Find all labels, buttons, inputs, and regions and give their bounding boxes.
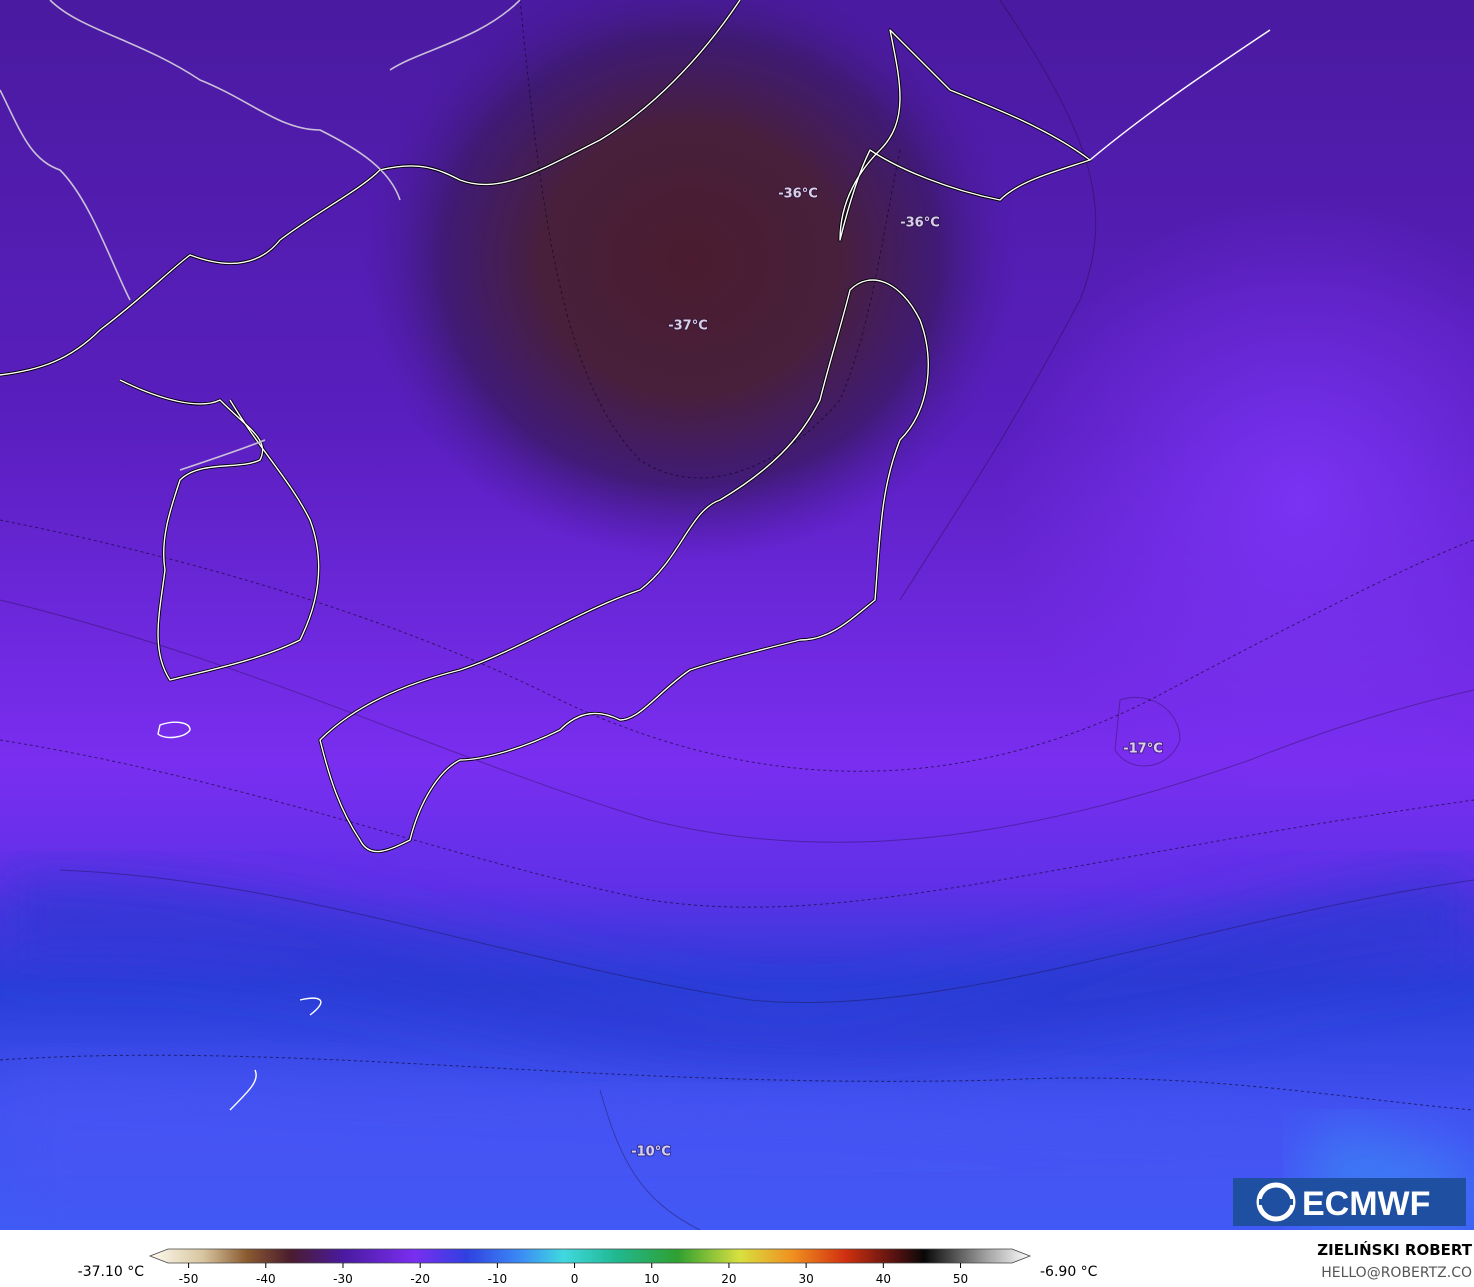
map: -36°C -36°C -37°C -17°C -10°C ECMWF: [0, 0, 1474, 1231]
colorbar-tick-label: 50: [953, 1272, 968, 1286]
borders: [0, 0, 521, 471]
isotherm: [0, 599, 1474, 843]
isotherm: [899, 0, 1097, 601]
min-label: -37.10 °C: [78, 1264, 145, 1280]
coastline: [119, 379, 320, 681]
border: [389, 0, 521, 71]
logo: ECMWF: [1233, 1178, 1466, 1226]
isotherm: [519, 0, 901, 479]
isotherm: [0, 519, 1474, 772]
isotherm: [59, 869, 1474, 1004]
colorbar-tick-label: 10: [644, 1272, 659, 1286]
hokkaido-coast: [839, 29, 1091, 241]
border: [179, 439, 266, 471]
contour-label: -36°C: [778, 187, 818, 202]
isotherm: [1114, 696, 1181, 767]
max-label: -6.90 °C: [1040, 1264, 1098, 1280]
colorbar-tick-label: -40: [256, 1272, 276, 1286]
isotherms: [0, 0, 1474, 1231]
colorbar-tick-label: -20: [410, 1272, 430, 1286]
contact: HELLO@ROBERTZ.CO: [1321, 1265, 1472, 1281]
contour-label: -37°C: [668, 319, 708, 334]
border: [49, 0, 401, 201]
isotherm: [0, 739, 1474, 908]
colorbar-tick-label: -50: [179, 1272, 199, 1286]
isotherm: [599, 1089, 701, 1231]
logo-text: ECMWF: [1302, 1185, 1430, 1223]
colorbar-tick-label: 30: [798, 1272, 813, 1286]
contour-label: -10°C: [631, 1145, 671, 1160]
japan-coast: [319, 279, 929, 853]
cold-core: [360, 0, 1020, 560]
colorbar-tick-label: -30: [333, 1272, 353, 1286]
ryukyu-coast: [229, 997, 322, 1111]
border: [0, 89, 131, 301]
colorbar-tick-label: 40: [876, 1272, 891, 1286]
contour-label: -36°C: [900, 216, 940, 231]
contour-label: -17°C: [1123, 742, 1163, 757]
island-coast: [157, 721, 191, 739]
colorbar-tick-label: -10: [488, 1272, 508, 1286]
coastline: [0, 0, 741, 376]
colorbar-tick-label: 0: [571, 1272, 579, 1286]
colorbar: -37.10 °C -6.90 °C -50 -40 -30 -20 -10 0 10 20 3…: [0, 1230, 1474, 1287]
kuril-coast: [1089, 29, 1271, 161]
warm-area: [1000, 200, 1474, 800]
coastlines: [0, 0, 1271, 1111]
cold-band: [0, 870, 1474, 1063]
colorbar-tick-label: 20: [721, 1272, 736, 1286]
south-area: [0, 1060, 1474, 1230]
isotherm: [0, 1054, 1474, 1111]
colorbar-bar: [148, 1248, 1032, 1264]
author: ZIELIŃSKI ROBERT: [1317, 1240, 1472, 1259]
